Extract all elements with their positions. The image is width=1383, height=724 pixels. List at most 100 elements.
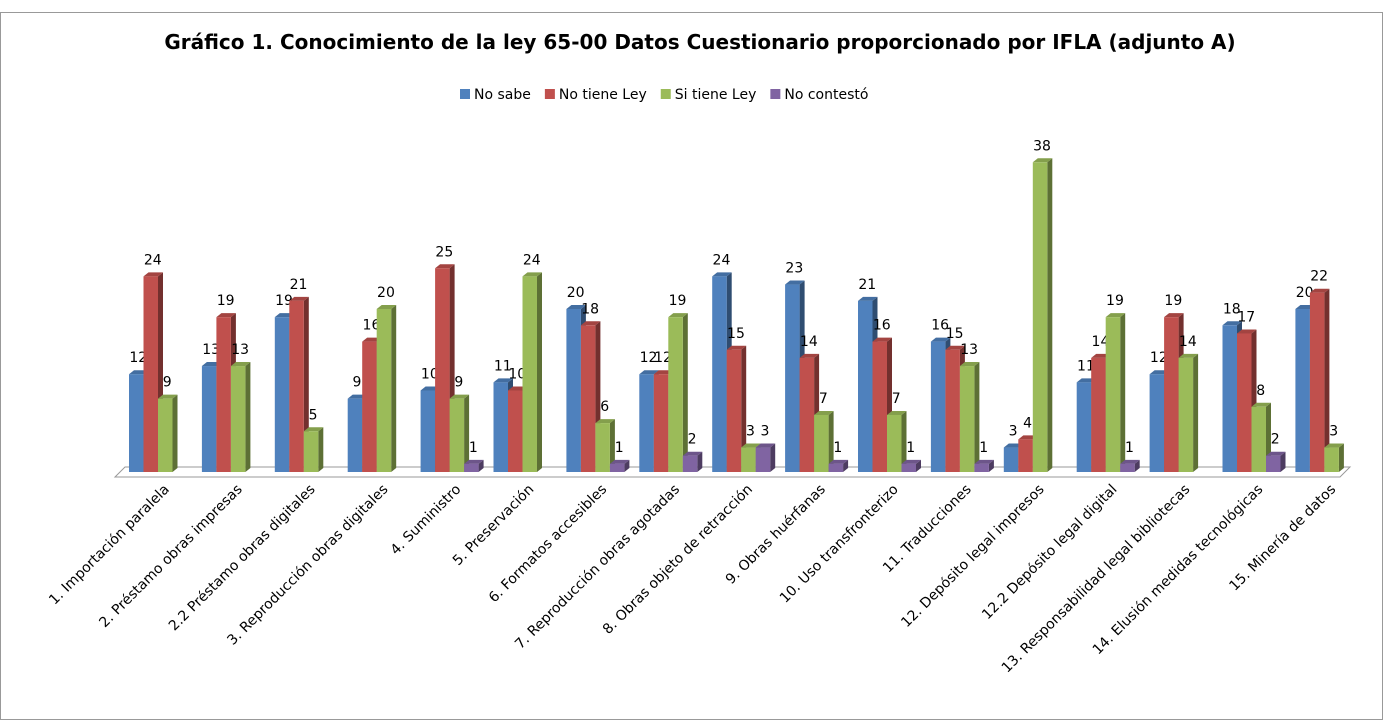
value-label: 9 [163, 375, 172, 391]
value-label: 19 [275, 293, 293, 309]
bar-top [1120, 459, 1140, 464]
bar-top [1309, 288, 1330, 293]
bar [201, 366, 217, 472]
bar [609, 463, 625, 472]
bar-top [566, 305, 586, 309]
legend-label: No tiene Ley [559, 87, 647, 103]
value-label: 7 [819, 391, 828, 407]
legend-label: No sabe [474, 87, 531, 103]
bar [347, 398, 363, 472]
value-label: 9 [352, 375, 361, 391]
value-label: 1 [906, 440, 915, 456]
bar-top [828, 459, 849, 464]
value-label: 38 [1033, 138, 1051, 154]
bar-side [697, 451, 703, 472]
bar [872, 341, 887, 472]
bar [435, 268, 450, 472]
bar [566, 309, 581, 472]
bar-top [1266, 451, 1286, 456]
bar [216, 317, 231, 472]
value-label: 18 [581, 301, 599, 317]
bar-side [843, 459, 849, 472]
bar-side [391, 305, 397, 472]
bar [1222, 325, 1237, 472]
bar-top [1178, 353, 1199, 358]
bar [449, 398, 465, 472]
bar-top [216, 313, 236, 318]
bar [289, 300, 304, 472]
value-label: 10 [421, 367, 439, 383]
value-label: 16 [931, 318, 949, 334]
bar [580, 325, 596, 472]
bar [1003, 447, 1019, 472]
bar-top [493, 378, 513, 383]
bar-side [901, 410, 907, 472]
bar-top [785, 280, 805, 285]
bar-top [814, 410, 834, 415]
bar [653, 374, 669, 472]
value-label: 4 [1023, 415, 1032, 431]
value-label: 15 [946, 326, 964, 342]
bar [1091, 357, 1106, 472]
value-label: 8 [1256, 383, 1265, 399]
legend-swatch [770, 89, 781, 99]
bar-top [887, 410, 907, 415]
bar-side [741, 345, 747, 472]
value-label: 9 [454, 375, 463, 391]
bar-side [1338, 443, 1344, 472]
legend-label: No contestó [784, 87, 868, 103]
bar [682, 455, 698, 472]
value-label: 5 [309, 407, 318, 423]
bar-top [930, 337, 951, 342]
value-label: 19 [217, 293, 235, 309]
bar-side [609, 419, 615, 472]
bar [1032, 162, 1048, 473]
value-label: 1 [979, 440, 988, 456]
value-label: 19 [1106, 293, 1124, 309]
bar [799, 357, 815, 472]
bar-top [143, 272, 163, 277]
legend: No sabe No tiene Ley Si tiene Ley No contes… [460, 87, 868, 103]
bar [858, 300, 873, 472]
bar [1164, 317, 1179, 472]
value-label: 3 [1009, 424, 1018, 440]
value-label: 21 [858, 277, 876, 293]
bar-side [537, 272, 542, 472]
value-label: 1 [833, 440, 842, 456]
value-label: 15 [727, 326, 745, 342]
value-label: 17 [1237, 309, 1255, 325]
bar-top [1032, 158, 1053, 163]
value-label: 2 [1271, 432, 1280, 448]
bar-top [901, 459, 921, 464]
value-label: 22 [1310, 269, 1328, 285]
bar-top [303, 427, 324, 432]
value-label: 12 [640, 350, 658, 366]
value-label: 20 [1296, 285, 1314, 301]
value-label: 14 [1179, 334, 1197, 350]
value-label: 19 [1164, 293, 1182, 309]
value-label: 16 [363, 318, 381, 334]
bar [1309, 292, 1325, 472]
bar [1251, 406, 1266, 472]
value-label: 19 [669, 293, 687, 309]
value-label: 12 [129, 350, 147, 366]
bar [1120, 463, 1135, 472]
value-label: 11 [494, 358, 512, 374]
value-label: 12 [654, 350, 672, 366]
value-label: 10 [508, 367, 526, 383]
bar [959, 366, 975, 472]
bar-top [289, 296, 309, 301]
bar-top [1251, 402, 1271, 407]
value-label: 14 [1092, 334, 1110, 350]
legend-swatch [544, 89, 555, 99]
value-label: 12 [1150, 350, 1168, 366]
bar-side [1280, 451, 1286, 472]
value-label: 7 [892, 391, 901, 407]
bar-top [376, 305, 397, 309]
legend-swatch [460, 89, 470, 99]
bar-top [755, 443, 776, 448]
bar-top [639, 370, 659, 375]
value-label: 18 [1223, 301, 1241, 317]
bar [362, 341, 377, 472]
